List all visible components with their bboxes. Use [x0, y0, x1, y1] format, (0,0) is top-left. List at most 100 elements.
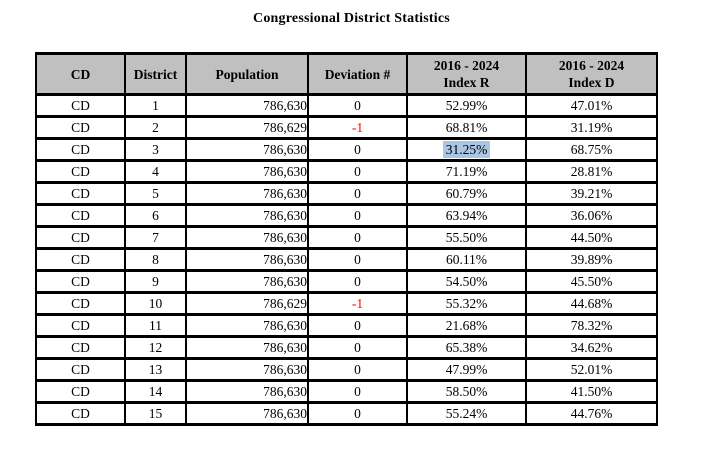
- cell-district: 11: [124, 313, 187, 338]
- cell-population: 786,630: [185, 379, 309, 404]
- cell-index-d: 39.21%: [525, 181, 658, 206]
- cell-index-d: 68.75%: [525, 137, 658, 162]
- cell-index-d: 39.89%: [525, 247, 658, 272]
- cell-population: 786,629: [185, 115, 309, 140]
- cell-index-r: 60.79%: [406, 181, 527, 206]
- cell-deviation: 0: [307, 159, 408, 184]
- cell-index-d: 31.19%: [525, 115, 658, 140]
- cell-population: 786,630: [185, 203, 309, 228]
- header-index-d: 2016 - 2024 Index D: [525, 52, 658, 96]
- cell-population: 786,630: [185, 335, 309, 360]
- cell-cd: CD: [35, 181, 126, 206]
- table-row: CD 1 786,630 0 52.99% 47.01%: [35, 93, 658, 118]
- cell-district: 12: [124, 335, 187, 360]
- cell-deviation: 0: [307, 401, 408, 426]
- cell-cd: CD: [35, 291, 126, 316]
- cell-deviation: 0: [307, 313, 408, 338]
- cell-population: 786,630: [185, 247, 309, 272]
- cell-index-r: 52.99%: [406, 93, 527, 118]
- cell-population: 786,630: [185, 137, 309, 162]
- table-row: CD 6 786,630 0 63.94% 36.06%: [35, 203, 658, 228]
- cell-index-d: 44.50%: [525, 225, 658, 250]
- cell-index-d: 52.01%: [525, 357, 658, 382]
- cell-deviation: 0: [307, 93, 408, 118]
- cell-population: 786,630: [185, 225, 309, 250]
- cell-deviation: 0: [307, 357, 408, 382]
- cell-cd: CD: [35, 357, 126, 382]
- cell-district: 10: [124, 291, 187, 316]
- cell-district: 8: [124, 247, 187, 272]
- cell-deviation: 0: [307, 137, 408, 162]
- cell-district: 2: [124, 115, 187, 140]
- cell-index-r: 60.11%: [406, 247, 527, 272]
- cell-district: 7: [124, 225, 187, 250]
- cell-district: 5: [124, 181, 187, 206]
- cell-index-r: 55.24%: [406, 401, 527, 426]
- cell-population: 786,630: [185, 93, 309, 118]
- table-row: CD 8 786,630 0 60.11% 39.89%: [35, 247, 658, 272]
- header-index-r-years: 2016 - 2024: [433, 58, 500, 73]
- table-row: CD 12 786,630 0 65.38% 34.62%: [35, 335, 658, 360]
- cell-index-r: 63.94%: [406, 203, 527, 228]
- cell-district: 6: [124, 203, 187, 228]
- table-row: CD 11 786,630 0 21.68% 78.32%: [35, 313, 658, 338]
- cell-index-d: 41.50%: [525, 379, 658, 404]
- cell-cd: CD: [35, 247, 126, 272]
- cell-population: 786,630: [185, 269, 309, 294]
- header-index-d-years: 2016 - 2024: [558, 58, 625, 73]
- table-row: CD 2 786,629 -1 68.81% 31.19%: [35, 115, 658, 140]
- cell-index-r: 68.81%: [406, 115, 527, 140]
- cell-deviation-negative: -1: [307, 291, 408, 316]
- table-row: CD 4 786,630 0 71.19% 28.81%: [35, 159, 658, 184]
- cell-population: 786,629: [185, 291, 309, 316]
- cell-district: 15: [124, 401, 187, 426]
- cell-index-d: 78.32%: [525, 313, 658, 338]
- table-row: CD 15 786,630 0 55.24% 44.76%: [35, 401, 658, 426]
- cell-cd: CD: [35, 225, 126, 250]
- page-title: Congressional District Statistics: [253, 11, 450, 26]
- cell-cd: CD: [35, 159, 126, 184]
- cell-index-r: 54.50%: [406, 269, 527, 294]
- cell-cd: CD: [35, 269, 126, 294]
- cell-index-d: 44.68%: [525, 291, 658, 316]
- cell-index-r: 55.50%: [406, 225, 527, 250]
- cell-population: 786,630: [185, 159, 309, 184]
- cell-cd: CD: [35, 93, 126, 118]
- cell-district: 13: [124, 357, 187, 382]
- cell-population: 786,630: [185, 357, 309, 382]
- district-statistics-table: CD District Population Deviation # 2016 …: [35, 52, 658, 426]
- cell-deviation: 0: [307, 203, 408, 228]
- header-index-r: 2016 - 2024 Index R: [406, 52, 527, 96]
- cell-index-d: 47.01%: [525, 93, 658, 118]
- header-index-d-label: Index D: [568, 75, 615, 90]
- selected-text-highlight: 31.25%: [442, 141, 491, 158]
- cell-district: 9: [124, 269, 187, 294]
- cell-deviation: 0: [307, 269, 408, 294]
- header-population: Population: [185, 52, 309, 96]
- table-header-row: CD District Population Deviation # 2016 …: [35, 52, 658, 96]
- cell-index-d: 28.81%: [525, 159, 658, 184]
- cell-district: 1: [124, 93, 187, 118]
- table-row: CD 3 786,630 0 31.25% 68.75%: [35, 137, 658, 162]
- cell-district: 3: [124, 137, 187, 162]
- cell-district: 4: [124, 159, 187, 184]
- cell-cd: CD: [35, 335, 126, 360]
- cell-index-r: 47.99%: [406, 357, 527, 382]
- cell-district: 14: [124, 379, 187, 404]
- cell-index-r: 21.68%: [406, 313, 527, 338]
- cell-index-d: 45.50%: [525, 269, 658, 294]
- cell-index-d: 44.76%: [525, 401, 658, 426]
- table-row: CD 10 786,629 -1 55.32% 44.68%: [35, 291, 658, 316]
- cell-population: 786,630: [185, 313, 309, 338]
- table-row: CD 5 786,630 0 60.79% 39.21%: [35, 181, 658, 206]
- header-district: District: [124, 52, 187, 96]
- cell-deviation-negative: -1: [307, 115, 408, 140]
- header-cd: CD: [35, 52, 126, 96]
- cell-index-r: 58.50%: [406, 379, 527, 404]
- cell-population: 786,630: [185, 401, 309, 426]
- cell-index-r: 31.25%: [406, 137, 527, 162]
- table-row: CD 14 786,630 0 58.50% 41.50%: [35, 379, 658, 404]
- cell-index-d: 34.62%: [525, 335, 658, 360]
- cell-deviation: 0: [307, 181, 408, 206]
